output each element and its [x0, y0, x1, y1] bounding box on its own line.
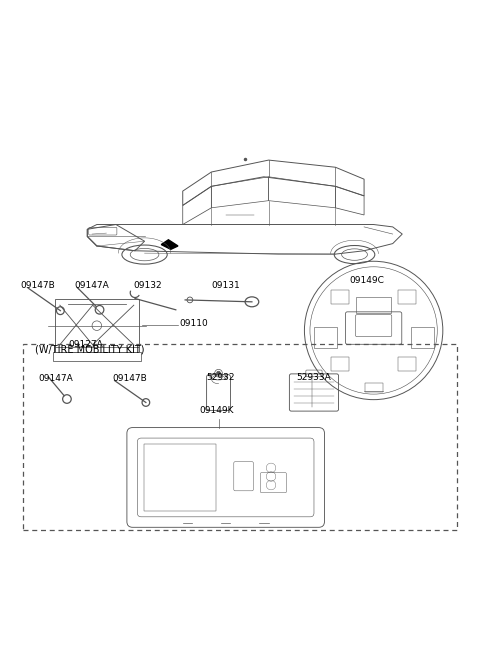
Text: 09147A: 09147A	[74, 281, 108, 289]
Polygon shape	[161, 240, 178, 249]
Text: 09147B: 09147B	[21, 281, 55, 289]
Text: 09127A: 09127A	[68, 340, 103, 349]
Text: 09147A: 09147A	[38, 374, 73, 383]
Text: (W/TIRE MOBILITY KIT): (W/TIRE MOBILITY KIT)	[35, 345, 144, 355]
Text: 09131: 09131	[211, 281, 240, 289]
Text: 09147B: 09147B	[112, 374, 147, 383]
Text: 09132: 09132	[133, 281, 162, 289]
Circle shape	[216, 371, 220, 375]
Text: 52932: 52932	[206, 372, 235, 382]
Text: 52933A: 52933A	[296, 372, 331, 382]
Text: 09110: 09110	[179, 319, 208, 328]
Text: 09149C: 09149C	[350, 275, 384, 285]
Text: 09149K: 09149K	[199, 406, 234, 415]
